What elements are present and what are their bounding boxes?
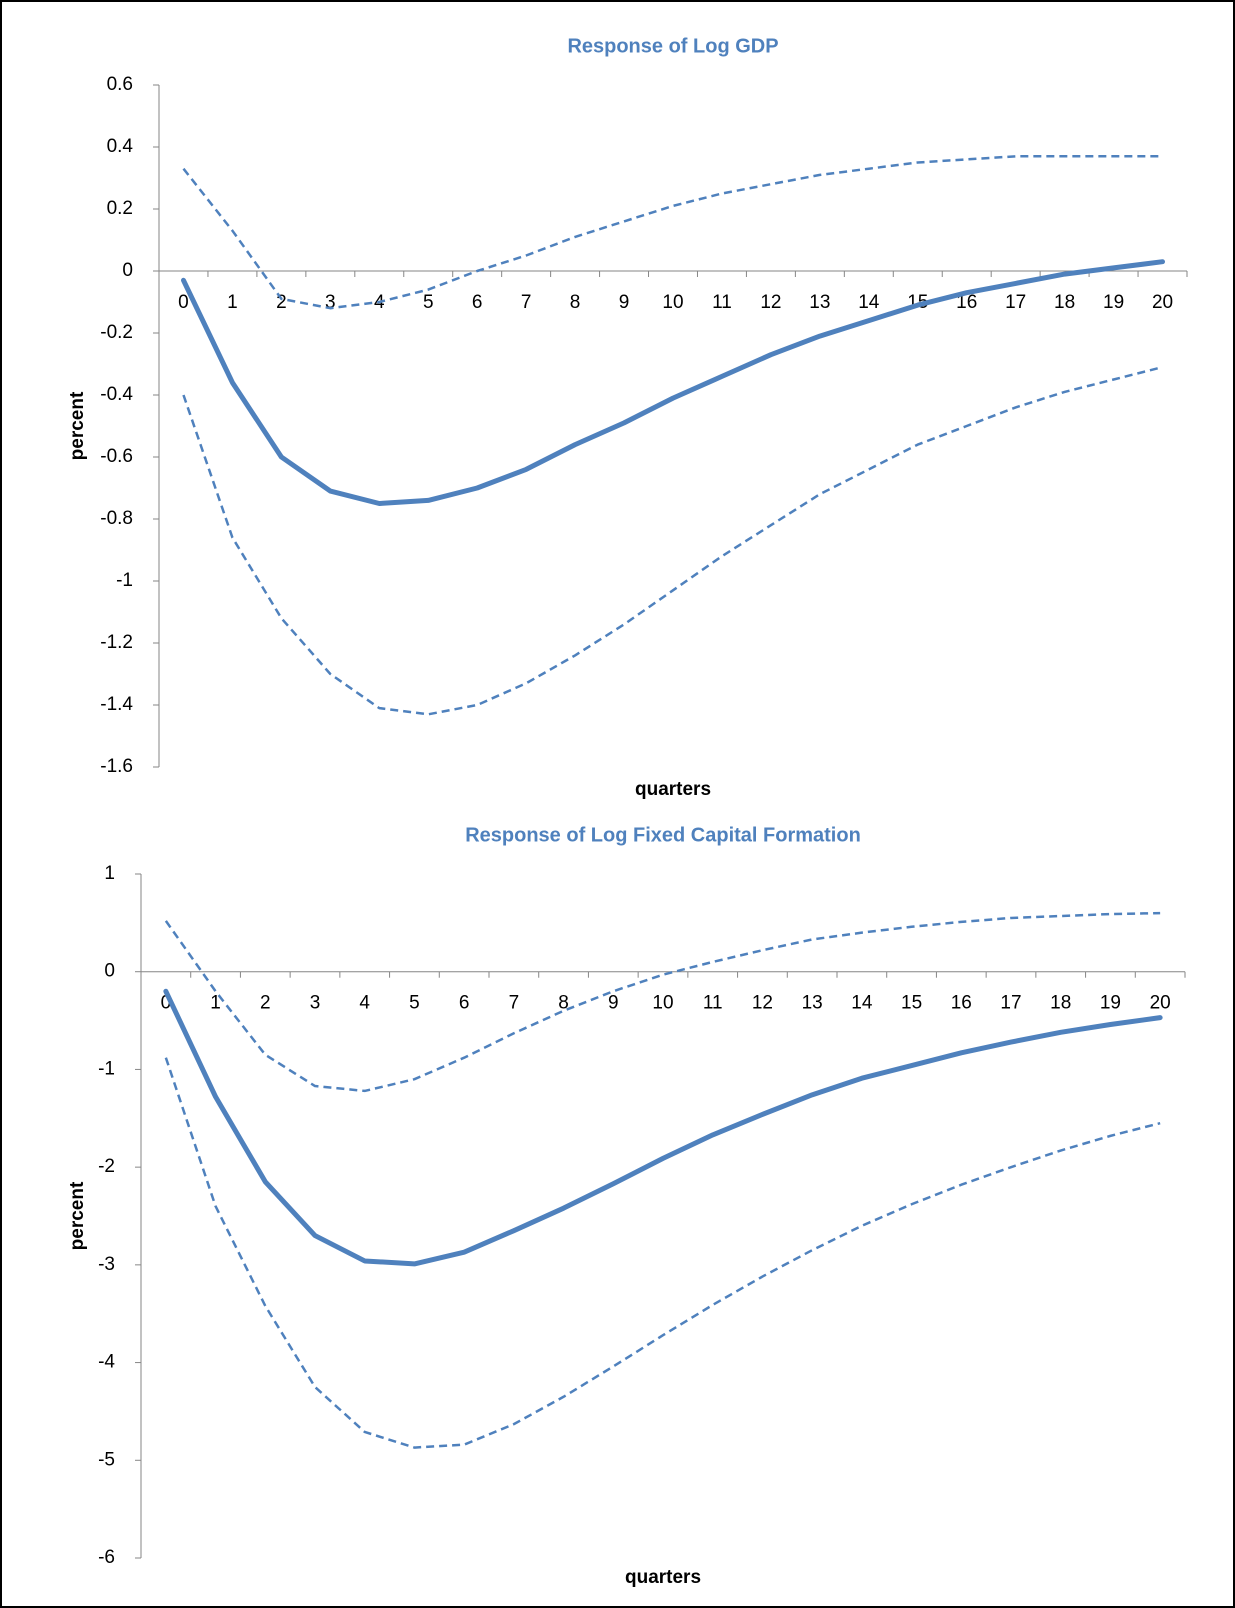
y-tick-label: -0.2 bbox=[100, 322, 133, 343]
x-tick-label: 1 bbox=[227, 292, 238, 313]
y-axis-label: percent bbox=[67, 1181, 88, 1250]
x-tick-label: 18 bbox=[1050, 993, 1071, 1014]
y-tick-label: -5 bbox=[98, 1449, 115, 1470]
x-tick-label: 12 bbox=[752, 993, 773, 1014]
x-tick-label: 13 bbox=[802, 993, 823, 1014]
y-tick-label: -3 bbox=[98, 1254, 115, 1275]
chart-title: Response of Log Fixed Capital Formation bbox=[465, 824, 861, 846]
y-tick-label: 0 bbox=[122, 260, 133, 281]
y-tick-label: 0.4 bbox=[107, 136, 134, 157]
x-tick-label: 9 bbox=[619, 292, 630, 313]
x-tick-label: 13 bbox=[809, 292, 830, 313]
x-axis-label: quarters bbox=[635, 779, 711, 800]
y-tick-label: -0.4 bbox=[100, 384, 133, 405]
x-tick-label: 2 bbox=[260, 993, 271, 1014]
x-tick-label: 7 bbox=[509, 993, 520, 1014]
x-tick-label: 6 bbox=[472, 292, 483, 313]
x-tick-label: 1 bbox=[210, 993, 221, 1014]
x-tick-label: 8 bbox=[558, 993, 569, 1014]
line-series bbox=[180, 259, 1166, 506]
y-tick-label: -6 bbox=[98, 1547, 115, 1568]
y-tick-label: 0 bbox=[104, 961, 115, 982]
x-tick-label: 3 bbox=[310, 993, 321, 1014]
y-tick-label: -4 bbox=[98, 1352, 115, 1373]
x-tick-label: 12 bbox=[760, 292, 781, 313]
y-tick-label: -1.2 bbox=[100, 632, 133, 653]
x-tick-label: 5 bbox=[423, 292, 434, 313]
line-series bbox=[163, 988, 1163, 1267]
x-tick-label: 3 bbox=[325, 292, 336, 313]
y-tick-label: 0.6 bbox=[107, 74, 133, 95]
x-tick-label: 16 bbox=[956, 292, 977, 313]
y-tick-label: -1.6 bbox=[100, 756, 133, 777]
y-tick-label: -2 bbox=[98, 1156, 115, 1177]
x-tick-label: 10 bbox=[652, 993, 673, 1014]
x-tick-label: 8 bbox=[570, 292, 581, 313]
x-tick-label: 20 bbox=[1150, 993, 1171, 1014]
x-tick-label: 11 bbox=[712, 292, 732, 313]
x-tick-label: 18 bbox=[1054, 292, 1075, 313]
x-tick-label: 10 bbox=[662, 292, 683, 313]
x-tick-label: 0 bbox=[161, 993, 172, 1014]
x-tick-label: 9 bbox=[608, 993, 619, 1014]
x-tick-label: 14 bbox=[858, 292, 880, 313]
x-tick-label: 0 bbox=[178, 292, 189, 313]
x-tick-label: 17 bbox=[1005, 292, 1026, 313]
y-axis-label: percent bbox=[67, 391, 88, 460]
x-tick-label: 11 bbox=[703, 993, 723, 1014]
dashed-series bbox=[164, 1057, 1161, 1449]
x-tick-label: 4 bbox=[359, 993, 370, 1014]
x-axis-label: quarters bbox=[625, 1567, 701, 1588]
y-tick-label: -1 bbox=[116, 570, 133, 591]
x-tick-label: 6 bbox=[459, 993, 470, 1014]
dashed-series bbox=[182, 365, 1163, 716]
y-tick-label: -0.8 bbox=[100, 508, 133, 529]
y-tick-label: -1.4 bbox=[100, 694, 133, 715]
dashed-series bbox=[182, 155, 1163, 310]
x-tick-label: 7 bbox=[521, 292, 532, 313]
y-tick-label: -0.6 bbox=[100, 446, 133, 467]
y-tick-label: -1 bbox=[98, 1058, 115, 1079]
x-tick-label: 20 bbox=[1152, 292, 1173, 313]
y-tick-label: 0.2 bbox=[107, 198, 133, 219]
x-tick-label: 19 bbox=[1103, 292, 1124, 313]
x-tick-label: 15 bbox=[901, 993, 922, 1014]
x-tick-label: 5 bbox=[409, 993, 420, 1014]
x-tick-label: 19 bbox=[1100, 993, 1121, 1014]
x-tick-label: 16 bbox=[951, 993, 972, 1014]
x-tick-label: 17 bbox=[1000, 993, 1021, 1014]
chart-title: Response of Log GDP bbox=[567, 35, 778, 57]
x-tick-label: 2 bbox=[276, 292, 287, 313]
y-tick-label: 1 bbox=[104, 863, 115, 884]
x-tick-label: 14 bbox=[851, 993, 873, 1014]
